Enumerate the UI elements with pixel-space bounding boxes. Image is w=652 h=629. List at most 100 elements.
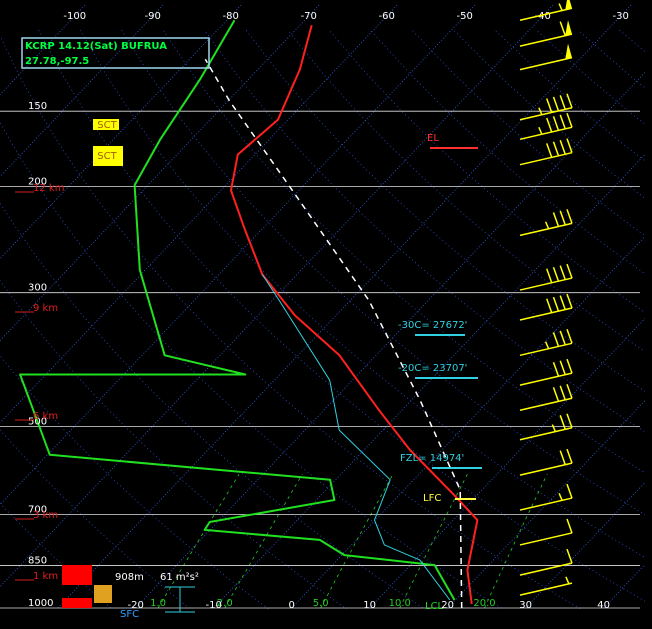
height-label: 9 km [33,303,58,314]
barb-staff [519,532,573,546]
height-label: 12 km [33,183,64,194]
barb-pennant [565,20,572,36]
y-tick-label: 300 [28,283,47,294]
barb-feather [566,293,573,309]
barb-feather [566,263,573,279]
surface-box [62,598,92,608]
wind-barb [519,138,573,166]
annotation: EL [427,133,439,144]
barb-staff [519,372,573,386]
barb-staff [519,397,573,412]
dry-adiabat [0,202,426,609]
barb-pennant [565,0,572,10]
cloud-box [93,146,123,166]
mixing-ratio-label: 2.0 [217,598,233,609]
isotherm [0,5,164,178]
x-tick-label: 0 [288,600,294,611]
y-tick-label: 150 [28,101,47,112]
mixing-ratio-line [157,473,240,609]
wind-barb [519,384,573,412]
wind-barb [519,483,573,511]
barb-half [558,3,563,11]
chart-subtitle: 27.78,-97.5 [25,56,89,67]
barb-feather [559,415,566,430]
barb-feather [559,330,566,346]
surface-label: 908m [115,572,144,583]
wind-barb [519,293,573,321]
wind-barb [519,263,573,291]
surface-label: SFC [120,609,139,620]
barb-feather [566,518,573,534]
barb-staff [519,107,573,121]
x-tick-label: 10 [363,600,376,611]
barb-feather [559,360,566,375]
wind-barb [519,448,573,476]
wind-barb [519,518,573,546]
barb-staff [519,497,573,511]
y-tick-label: 1000 [28,598,53,609]
barb-half [558,493,563,501]
barb-feather [546,298,553,313]
mixing-ratio-label: 20.0 [473,598,495,609]
wind-barb [519,93,573,121]
barb-staff [519,56,573,71]
barb-feather [566,548,573,564]
mixing-ratio-line [320,474,394,609]
barb-feather [552,212,560,227]
mixing-ratio-label: 1.0 [150,598,166,609]
barb-feather [566,138,573,153]
barb-staff [519,126,573,141]
isotherm [0,5,476,506]
barb-feather [559,139,566,155]
x-tick-label: -90 [145,11,161,22]
barb-feather [552,141,560,157]
barb-staff [519,562,573,576]
barb-staff [519,427,573,441]
x-tick-label: -70 [301,11,317,22]
y-tick-label: 500 [28,416,47,427]
barb-staff [519,151,573,166]
height-label: 1 km [33,571,58,582]
barb-feather [559,265,566,280]
x-tick-label: -10 [206,600,222,611]
mixing-ratio-label: 10.0 [389,598,411,609]
annotation: FZL= 14974' [400,453,464,464]
barb-feather [566,384,573,399]
surface-label: 61 m²s² [160,572,199,583]
height-label: 6 km [33,411,58,422]
barb-half [565,576,570,585]
barb-feather [566,413,573,429]
barb-staff [519,342,573,357]
annotation: LFC [423,493,441,504]
mixing-ratio-line [399,474,468,609]
profile-line [261,274,451,601]
barb-feather [552,387,560,402]
barb-feather [566,113,573,128]
isotherm [0,5,242,260]
profile-line [230,24,479,605]
wind-barb [519,43,573,71]
barb-feather [559,295,566,310]
barb-feather [559,450,566,465]
isotherm [0,5,398,424]
barb-feather [566,93,573,109]
barb-feather [546,268,553,284]
wind-barb [519,413,573,441]
x-tick-label: 20 [441,600,454,611]
cloud-label: SCT [97,151,117,162]
barb-feather [559,95,566,110]
x-tick-label: -20 [128,600,144,611]
barb-staff [519,462,573,476]
x-tick-label: 30 [519,600,532,611]
dry-adiabat [328,29,645,313]
cloud-label: SCT [97,120,117,131]
overlay: 1.0 2.0 5.0 10.0 20.01502003005007008501000-… [15,0,629,620]
isotherm [0,5,554,588]
wind-barb [519,20,573,47]
x-tick-label: -100 [63,11,86,22]
cloud-box [93,119,119,130]
barb-half [538,126,543,135]
